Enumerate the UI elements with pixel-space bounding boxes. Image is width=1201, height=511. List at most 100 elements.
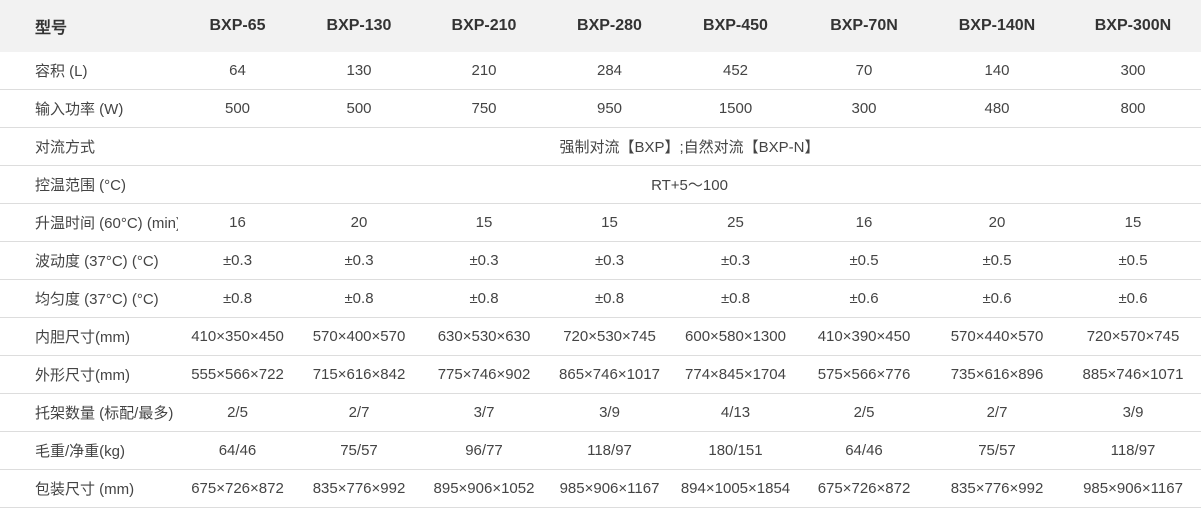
cell: 835×776×992 — [929, 469, 1065, 508]
row-label: 对流方式 — [0, 127, 178, 166]
cell: 2/7 — [929, 393, 1065, 432]
cell: 75/57 — [297, 431, 421, 470]
header-row: 型号 BXP-65 BXP-130 BXP-210 BXP-280 BXP-450 BXP-… — [0, 0, 1201, 52]
cell: 15 — [1065, 203, 1201, 242]
cell: 96/77 — [421, 431, 547, 470]
cell: 118/97 — [1065, 431, 1201, 470]
cell: 3/9 — [547, 393, 672, 432]
cell: ±0.5 — [1065, 241, 1201, 280]
cell: ±0.3 — [178, 241, 297, 280]
cell: 630×530×630 — [421, 317, 547, 356]
model-name: BXP-210 — [421, 0, 547, 52]
cell: 600×580×1300 — [672, 317, 799, 356]
cell: 675×726×872 — [799, 469, 929, 508]
cell: 800 — [1065, 89, 1201, 128]
row-label: 容积 (L) — [0, 52, 178, 90]
cell: 885×746×1071 — [1065, 355, 1201, 394]
row-label: 控温范围 (°C) — [0, 165, 178, 204]
cell: ±0.6 — [1065, 279, 1201, 318]
cell: 20 — [297, 203, 421, 242]
cell: 118/97 — [547, 431, 672, 470]
cell: 2/7 — [297, 393, 421, 432]
model-name: BXP-70N — [799, 0, 929, 52]
cell: 452 — [672, 52, 799, 90]
cell: 570×400×570 — [297, 317, 421, 356]
cell: 130 — [297, 52, 421, 90]
cell: 64/46 — [178, 431, 297, 470]
spec-row: 均匀度 (37°C) (°C) ±0.8 ±0.8 ±0.8 ±0.8 ±0.8 ±0.6 ±… — [0, 279, 1201, 318]
spec-row: 容积 (L) 64 130 210 284 452 70 140 300 — [0, 52, 1201, 90]
spec-row: 输入功率 (W) 500 500 750 950 1500 300 480 800 — [0, 89, 1201, 128]
row-label: 内胆尺寸(mm) — [0, 317, 178, 356]
cell: 15 — [421, 203, 547, 242]
cell: 835×776×992 — [297, 469, 421, 508]
cell: 300 — [799, 89, 929, 128]
cell: ±0.3 — [672, 241, 799, 280]
cell: ±0.5 — [799, 241, 929, 280]
cell: 500 — [297, 89, 421, 128]
cell: ±0.5 — [929, 241, 1065, 280]
cell: 410×390×450 — [799, 317, 929, 356]
spec-row: 内胆尺寸(mm) 410×350×450 570×400×570 630×530×63… — [0, 317, 1201, 356]
row-label: 均匀度 (37°C) (°C) — [0, 279, 178, 318]
cell: 3/9 — [1065, 393, 1201, 432]
cell: 675×726×872 — [178, 469, 297, 508]
cell: 750 — [421, 89, 547, 128]
spec-row: 包装尺寸 (mm) 675×726×872 835×776×992 895×906×1… — [0, 469, 1201, 508]
cell: 25 — [672, 203, 799, 242]
cell: 180/151 — [672, 431, 799, 470]
cell: 555×566×722 — [178, 355, 297, 394]
cell: 16 — [178, 203, 297, 242]
cell: 16 — [799, 203, 929, 242]
row-label: 外形尺寸(mm) — [0, 355, 178, 394]
model-name: BXP-140N — [929, 0, 1065, 52]
cell: 64/46 — [799, 431, 929, 470]
cell: 985×906×1167 — [547, 469, 672, 508]
cell: 950 — [547, 89, 672, 128]
cell: 570×440×570 — [929, 317, 1065, 356]
cell: 20 — [929, 203, 1065, 242]
cell: 210 — [421, 52, 547, 90]
cell: 894×1005×1854 — [672, 469, 799, 508]
cell: 4/13 — [672, 393, 799, 432]
cell: 865×746×1017 — [547, 355, 672, 394]
model-name: BXP-300N — [1065, 0, 1201, 52]
spec-row: 对流方式 强制对流【BXP】;自然对流【BXP-N】 — [0, 127, 1201, 166]
cell: ±0.8 — [547, 279, 672, 318]
cell: 985×906×1167 — [1065, 469, 1201, 508]
spec-row: 波动度 (37°C) (°C) ±0.3 ±0.3 ±0.3 ±0.3 ±0.3 ±0.5 ±… — [0, 241, 1201, 280]
spec-row: 控温范围 (°C) RT+5～100 — [0, 165, 1201, 204]
spec-row: 升温时间 (60°C) (min) 16 20 15 15 25 16 20 15 — [0, 203, 1201, 242]
model-name: BXP-130 — [297, 0, 421, 52]
spec-row: 外形尺寸(mm) 555×566×722 715×616×842 775×746×90… — [0, 355, 1201, 394]
cell: 715×616×842 — [297, 355, 421, 394]
cell: ±0.3 — [421, 241, 547, 280]
row-label: 输入功率 (W) — [0, 89, 178, 128]
cell: ±0.8 — [297, 279, 421, 318]
cell: 140 — [929, 52, 1065, 90]
cell: 300 — [1065, 52, 1201, 90]
model-name: BXP-65 — [178, 0, 297, 52]
cell: 284 — [547, 52, 672, 90]
cell: 774×845×1704 — [672, 355, 799, 394]
row-label: 波动度 (37°C) (°C) — [0, 241, 178, 280]
cell: 75/57 — [929, 431, 1065, 470]
row-label: 毛重/净重(kg) — [0, 431, 178, 470]
model-name: BXP-450 — [672, 0, 799, 52]
cell: 720×530×745 — [547, 317, 672, 356]
cell: ±0.3 — [297, 241, 421, 280]
row-label: 包装尺寸 (mm) — [0, 469, 178, 508]
header-title: 型号 — [0, 0, 178, 52]
cell: 735×616×896 — [929, 355, 1065, 394]
cell: ±0.8 — [178, 279, 297, 318]
cell: ±0.3 — [547, 241, 672, 280]
cell: 775×746×902 — [421, 355, 547, 394]
cell: 500 — [178, 89, 297, 128]
cell: 2/5 — [799, 393, 929, 432]
cell: ±0.6 — [929, 279, 1065, 318]
span-cell: RT+5～100 — [178, 165, 1201, 204]
row-label: 托架数量 (标配/最多) — [0, 393, 178, 432]
